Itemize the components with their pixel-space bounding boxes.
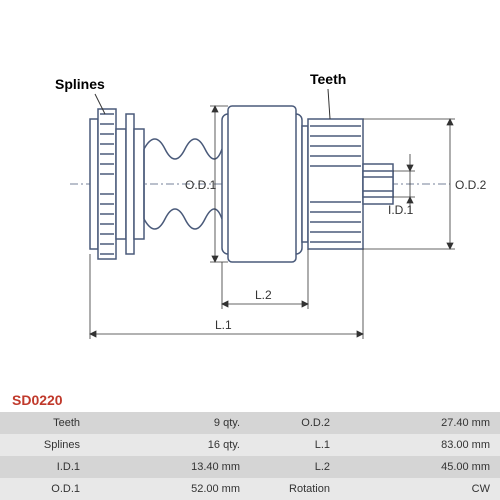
teeth-callout: Teeth bbox=[310, 71, 346, 87]
spec-table: Teeth 9 qty. O.D.2 27.40 mm Splines 16 q… bbox=[0, 412, 500, 500]
spec-value: 83.00 mm bbox=[340, 434, 500, 456]
splines-callout: Splines bbox=[55, 76, 105, 92]
table-row: Teeth 9 qty. O.D.2 27.40 mm bbox=[0, 412, 500, 434]
spec-value: 27.40 mm bbox=[340, 412, 500, 434]
spec-label: O.D.2 bbox=[250, 412, 340, 434]
spec-label: L.2 bbox=[250, 456, 340, 478]
spec-value: 52.00 mm bbox=[90, 478, 250, 500]
spec-value: CW bbox=[340, 478, 500, 500]
spec-value: 13.40 mm bbox=[90, 456, 250, 478]
spec-value: 16 qty. bbox=[90, 434, 250, 456]
spec-label: Splines bbox=[0, 434, 90, 456]
id1-label: I.D.1 bbox=[388, 203, 414, 217]
spec-label: Rotation bbox=[250, 478, 340, 500]
od2-label: O.D.2 bbox=[455, 178, 487, 192]
diagram-svg: Splines Teeth O.D.1 bbox=[10, 10, 490, 378]
l2-label: L.2 bbox=[255, 288, 272, 302]
part-code: SD0220 bbox=[0, 388, 500, 412]
spec-value: 9 qty. bbox=[90, 412, 250, 434]
table-row: O.D.1 52.00 mm Rotation CW bbox=[0, 478, 500, 500]
table-row: I.D.1 13.40 mm L.2 45.00 mm bbox=[0, 456, 500, 478]
spec-label: O.D.1 bbox=[0, 478, 90, 500]
table-row: Splines 16 qty. L.1 83.00 mm bbox=[0, 434, 500, 456]
spec-label: Teeth bbox=[0, 412, 90, 434]
technical-diagram: Splines Teeth O.D.1 bbox=[0, 0, 500, 388]
od1-label: O.D.1 bbox=[185, 178, 217, 192]
spec-label: L.1 bbox=[250, 434, 340, 456]
spec-label: I.D.1 bbox=[0, 456, 90, 478]
spec-value: 45.00 mm bbox=[340, 456, 500, 478]
l1-label: L.1 bbox=[215, 318, 232, 332]
